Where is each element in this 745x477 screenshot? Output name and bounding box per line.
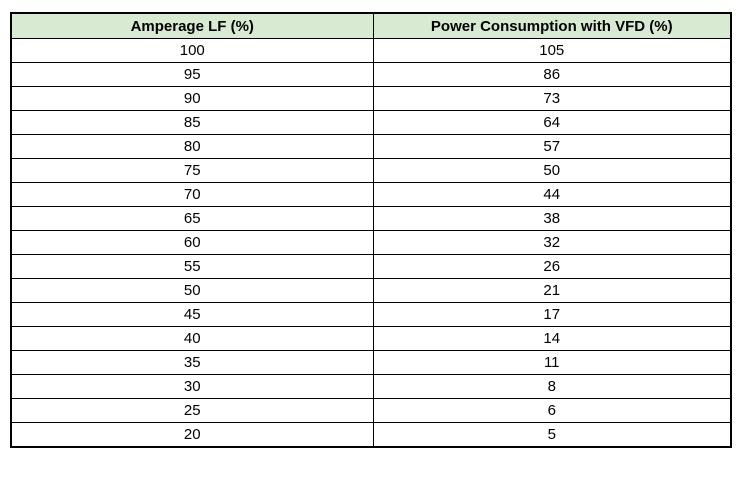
table-row: 75 50 xyxy=(10,158,732,183)
cell-amperage-lf: 80 xyxy=(10,134,374,159)
amperage-power-table: Amperage LF (%) Power Consumption with V… xyxy=(10,12,732,448)
header-row: Amperage LF (%) Power Consumption with V… xyxy=(10,12,732,39)
table-row: 55 26 xyxy=(10,254,732,279)
table-row: 85 64 xyxy=(10,110,732,135)
table-row: 45 17 xyxy=(10,302,732,327)
cell-power-consumption: 21 xyxy=(372,278,732,303)
cell-amperage-lf: 100 xyxy=(10,38,374,63)
cell-power-consumption: 44 xyxy=(372,182,732,207)
cell-amperage-lf: 45 xyxy=(10,302,374,327)
cell-amperage-lf: 75 xyxy=(10,158,374,183)
cell-power-consumption: 38 xyxy=(372,206,732,231)
cell-power-consumption: 32 xyxy=(372,230,732,255)
table-header: Amperage LF (%) Power Consumption with V… xyxy=(10,12,732,39)
table-body: 100 105 95 86 90 73 85 64 80 57 75 50 70 44 65 38 60 32 55… xyxy=(10,38,732,448)
table-row: 90 73 xyxy=(10,86,732,111)
cell-amperage-lf: 50 xyxy=(10,278,374,303)
cell-power-consumption: 17 xyxy=(372,302,732,327)
cell-power-consumption: 50 xyxy=(372,158,732,183)
table-row: 20 5 xyxy=(10,422,732,448)
cell-amperage-lf: 35 xyxy=(10,350,374,375)
cell-power-consumption: 6 xyxy=(372,398,732,423)
cell-power-consumption: 26 xyxy=(372,254,732,279)
cell-power-consumption: 73 xyxy=(372,86,732,111)
cell-power-consumption: 11 xyxy=(372,350,732,375)
cell-amperage-lf: 90 xyxy=(10,86,374,111)
table-row: 30 8 xyxy=(10,374,732,399)
cell-amperage-lf: 40 xyxy=(10,326,374,351)
cell-amperage-lf: 65 xyxy=(10,206,374,231)
cell-power-consumption: 105 xyxy=(372,38,732,63)
table-row: 60 32 xyxy=(10,230,732,255)
cell-power-consumption: 14 xyxy=(372,326,732,351)
table-row: 80 57 xyxy=(10,134,732,159)
table-row: 50 21 xyxy=(10,278,732,303)
cell-amperage-lf: 55 xyxy=(10,254,374,279)
col-header-amperage-lf: Amperage LF (%) xyxy=(10,12,374,39)
cell-amperage-lf: 25 xyxy=(10,398,374,423)
cell-power-consumption: 5 xyxy=(372,422,732,448)
table-row: 65 38 xyxy=(10,206,732,231)
cell-amperage-lf: 60 xyxy=(10,230,374,255)
cell-amperage-lf: 30 xyxy=(10,374,374,399)
cell-power-consumption: 64 xyxy=(372,110,732,135)
col-header-power-consumption-vfd: Power Consumption with VFD (%) xyxy=(372,12,732,39)
cell-amperage-lf: 70 xyxy=(10,182,374,207)
table-row: 70 44 xyxy=(10,182,732,207)
table-row: 40 14 xyxy=(10,326,732,351)
cell-power-consumption: 86 xyxy=(372,62,732,87)
table-row: 35 11 xyxy=(10,350,732,375)
cell-power-consumption: 8 xyxy=(372,374,732,399)
cell-amperage-lf: 20 xyxy=(10,422,374,448)
cell-amperage-lf: 95 xyxy=(10,62,374,87)
table-row: 25 6 xyxy=(10,398,732,423)
table-row: 95 86 xyxy=(10,62,732,87)
cell-amperage-lf: 85 xyxy=(10,110,374,135)
cell-power-consumption: 57 xyxy=(372,134,732,159)
table-row: 100 105 xyxy=(10,38,732,63)
